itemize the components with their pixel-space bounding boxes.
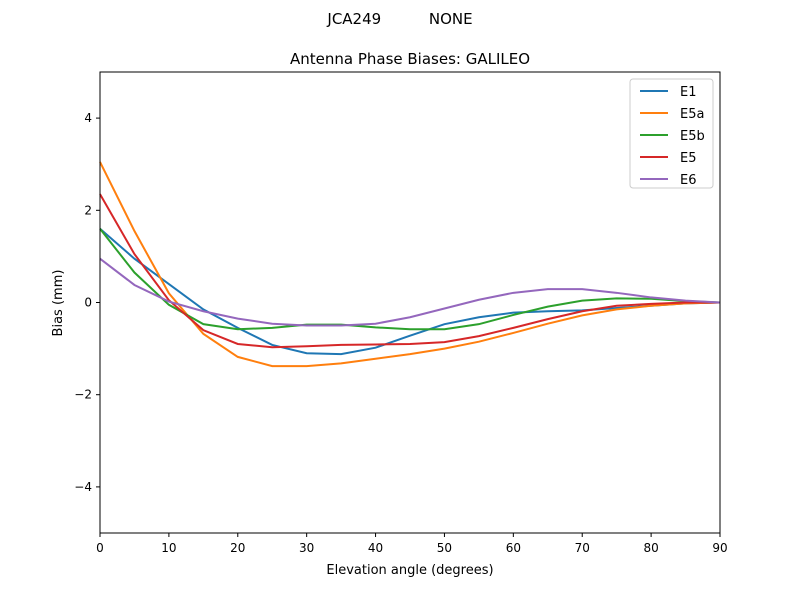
x-tick-label: 30 (299, 541, 314, 555)
series-line-e1 (99, 227, 721, 356)
x-tick-label: 70 (575, 541, 590, 555)
series-line-e5a (99, 161, 721, 368)
series-line-e5 (99, 193, 720, 349)
y-tick-label: −4 (74, 480, 92, 494)
y-axis-label: Bias (mm) (51, 270, 66, 337)
legend-box (629, 78, 714, 189)
legend-entry: E5b (680, 129, 705, 144)
legend-entry: E5a (680, 107, 704, 122)
x-tick-label: 50 (437, 541, 452, 555)
series-line-e6 (99, 257, 721, 327)
x-tick-label: 10 (161, 541, 176, 555)
chart-title: Antenna Phase Biases: GALILEO (290, 50, 530, 68)
plot-frame (99, 71, 721, 534)
legend-entry: E1 (680, 85, 697, 100)
y-tick-label: 2 (84, 203, 92, 217)
legend-entry: E6 (680, 173, 697, 188)
legend: E1 E5a E5b E5 E6 (629, 78, 714, 189)
x-tick-label: 40 (368, 541, 383, 555)
x-tick-label: 0 (96, 541, 104, 555)
series-line-e5b (99, 228, 721, 331)
y-tick-label: 4 (84, 111, 92, 125)
x-axis-label: Elevation angle (degrees) (326, 563, 493, 578)
x-tick-label: 20 (230, 541, 245, 555)
x-tick-label: 60 (506, 541, 521, 555)
x-tick-label: 90 (712, 541, 727, 555)
x-tick-label: 80 (643, 541, 658, 555)
y-tick-label: −2 (74, 388, 92, 402)
figure-suptitle: JCA249 NONE (326, 10, 472, 28)
legend-entry: E5 (680, 151, 697, 166)
y-tick-label: 0 (84, 296, 92, 310)
